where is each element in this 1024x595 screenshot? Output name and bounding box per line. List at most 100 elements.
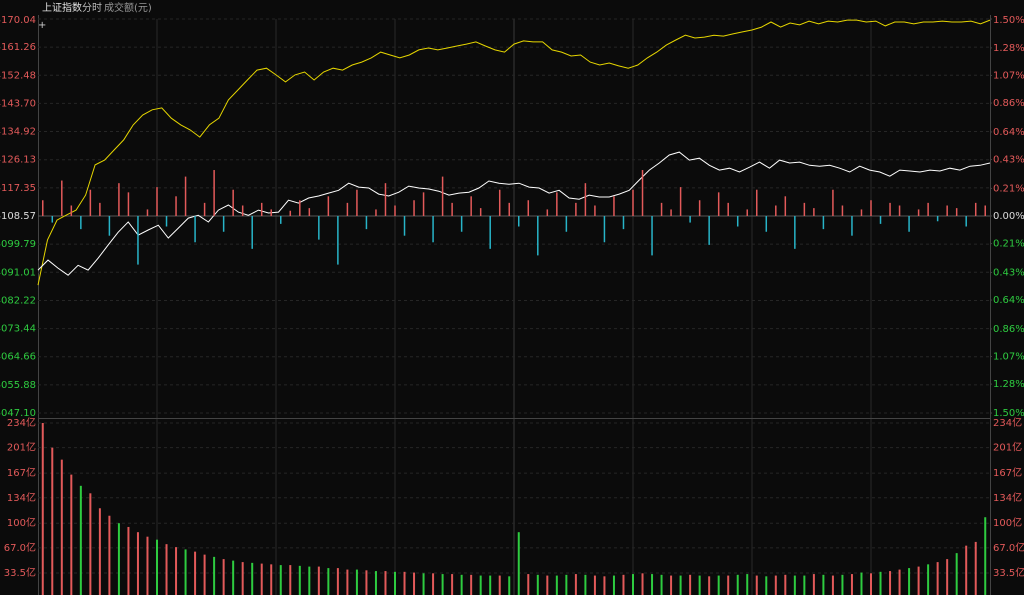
breadth-bar <box>775 205 777 216</box>
breadth-bar <box>260 202 263 216</box>
y-tick-label: 4152.48 <box>0 70 36 81</box>
breadth-bar <box>403 216 406 236</box>
volume-bar <box>822 574 825 595</box>
volume-bar <box>632 574 634 595</box>
volume-bar <box>327 568 330 595</box>
breadth-bar <box>746 209 748 216</box>
breadth-bar <box>327 196 330 216</box>
volume-bar <box>232 560 235 595</box>
y2-tick-label: 201亿 <box>993 441 1022 454</box>
y2-tick-label: 0.21% <box>993 183 1024 194</box>
breadth-bar <box>955 208 958 216</box>
breadth-bar <box>927 202 929 216</box>
breadth-bar <box>251 216 253 249</box>
volume-bar <box>108 515 111 595</box>
breadth-bar <box>80 216 82 230</box>
y-tick-label: 67.0亿 <box>4 541 36 554</box>
breadth-bar <box>365 216 368 230</box>
volume-bar <box>651 574 654 595</box>
y-tick-label: 4126.13 <box>0 155 36 166</box>
y2-tick-label: 1.28% <box>993 43 1024 54</box>
period: 分时 <box>82 2 102 14</box>
y2-tick-label: 67.0亿 <box>993 541 1024 554</box>
y2-tick-label: 33.5亿 <box>993 566 1024 579</box>
y-tick-label: 167亿 <box>7 466 36 479</box>
y2-tick-label: 1.07% <box>993 352 1024 363</box>
y2-tick-label: 100亿 <box>993 516 1022 529</box>
y-tick-label: 201亿 <box>7 441 36 454</box>
breadth-bar <box>594 205 596 216</box>
y2-tick-label: 234亿 <box>993 416 1022 429</box>
volume-bar <box>546 575 549 595</box>
breadth-bar <box>613 196 615 216</box>
y-tick-label: 234亿 <box>7 416 36 429</box>
volume-bar <box>574 574 577 595</box>
volume-bar <box>946 559 949 595</box>
breadth-bar <box>51 216 54 223</box>
breadth-bar <box>736 216 739 227</box>
breadth-bar <box>70 205 73 216</box>
volume-bar <box>146 536 149 595</box>
volume-bar <box>765 576 768 595</box>
volume-bar <box>60 459 63 595</box>
y2-tick-label: 0.21% <box>993 239 1024 250</box>
volume-bar <box>355 569 358 595</box>
volume-bar <box>165 544 168 595</box>
y2-tick-label: 0.00% <box>993 211 1024 222</box>
volume-bar <box>803 575 806 595</box>
volume-bar <box>479 575 482 595</box>
breadth-bar <box>375 209 377 216</box>
volume-bar <box>422 573 425 595</box>
volume-bar <box>384 571 387 595</box>
breadth-bar <box>61 180 63 216</box>
volume-bar <box>727 575 730 595</box>
volume-bar <box>917 566 920 595</box>
volume-bar <box>708 576 711 595</box>
volume-bar <box>965 545 968 595</box>
breadth-bar <box>841 205 844 216</box>
breadth-bar <box>137 216 139 265</box>
breadth-bar <box>832 189 834 216</box>
volume-bar <box>527 574 530 595</box>
volume-bar <box>451 574 454 595</box>
volume-bar <box>698 575 701 595</box>
breadth-bar <box>670 209 672 216</box>
breadth-bar <box>556 192 558 216</box>
y2-tick-label: 0.86% <box>993 98 1024 109</box>
volume-bar <box>289 565 292 595</box>
breadth-bar <box>756 189 758 216</box>
volume-bar <box>612 575 615 595</box>
vertical-grid <box>156 19 872 595</box>
y-tick-label: 4134.92 <box>0 127 36 138</box>
volume-bar <box>317 566 320 595</box>
volume-bar <box>955 553 958 595</box>
breadth-bar <box>765 216 768 232</box>
breadth-bar <box>584 183 587 216</box>
volume-bar <box>251 562 254 595</box>
volume-bar <box>565 574 568 595</box>
breadth-bar <box>689 216 691 223</box>
volume-bar <box>536 574 539 595</box>
breadth-bar <box>175 196 177 216</box>
breadth-bar <box>794 216 796 249</box>
y2-tick-label: 0.64% <box>993 295 1024 306</box>
volume-bar <box>746 574 749 595</box>
breadth-bar <box>518 216 520 227</box>
breadth-bar <box>879 216 882 224</box>
volume-bar <box>517 532 520 595</box>
breadth-bar <box>898 205 901 216</box>
volume-bar <box>89 493 92 595</box>
breadth-bar <box>270 209 272 216</box>
breadth-bar <box>441 176 444 216</box>
breadth-bar <box>822 216 825 230</box>
breadth-bar <box>565 216 568 232</box>
breadth-bar <box>280 216 282 224</box>
volume-bar <box>374 571 377 595</box>
volume-bar <box>241 562 244 595</box>
breadth-bar <box>708 216 710 245</box>
y-tick-label: 4073.44 <box>0 324 36 335</box>
breadth-bar <box>851 216 853 236</box>
y2-tick-label: 1.28% <box>993 379 1024 390</box>
volume-bar <box>717 575 720 595</box>
